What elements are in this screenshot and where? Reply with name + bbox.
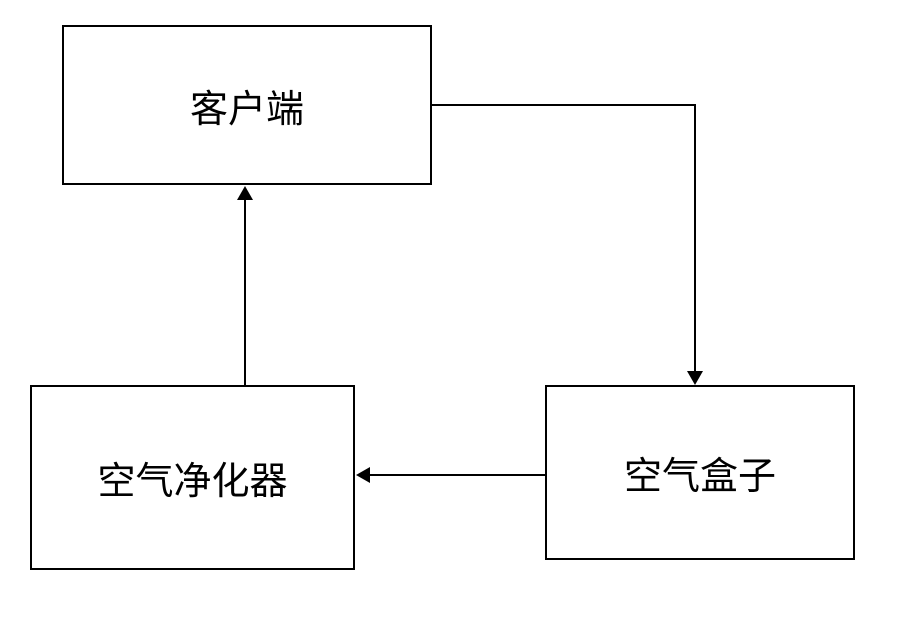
edge-client-to-airbox-v <box>694 104 696 373</box>
node-air-box-label: 空气盒子 <box>624 445 776 500</box>
node-air-box: 空气盒子 <box>545 385 855 560</box>
node-client-label: 客户端 <box>190 78 304 133</box>
edge-client-to-airbox-h <box>432 104 696 106</box>
edge-purifier-to-client-arrow <box>237 186 253 200</box>
edge-airbox-to-purifier <box>370 474 545 476</box>
edge-purifier-to-client <box>244 200 246 385</box>
node-client: 客户端 <box>62 25 432 185</box>
edge-client-to-airbox-arrow <box>687 371 703 385</box>
node-air-purifier-label: 空气净化器 <box>97 450 287 505</box>
edge-airbox-to-purifier-arrow <box>356 467 370 483</box>
node-air-purifier: 空气净化器 <box>30 385 355 570</box>
flowchart-diagram: 客户端 空气净化器 空气盒子 <box>0 0 919 619</box>
